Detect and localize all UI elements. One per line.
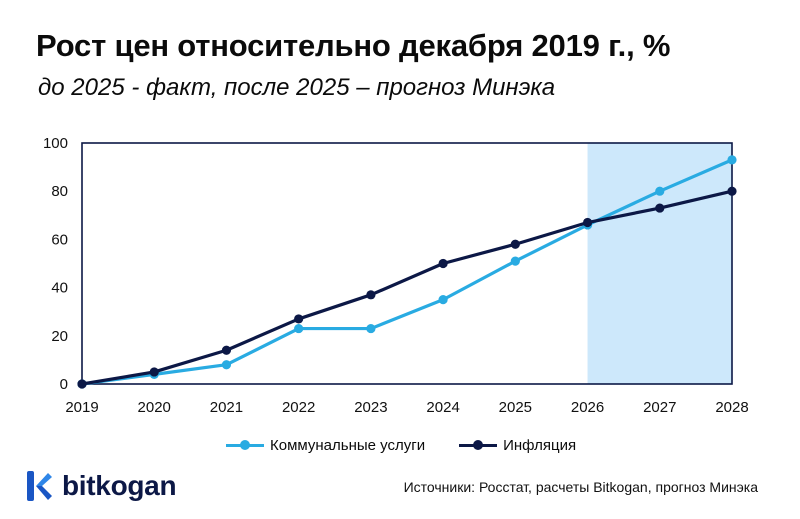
series-line-1 [81,189,733,386]
series-0-point-2023 [366,323,376,334]
x-tick-label-2026: 2026 [571,399,604,416]
forecast-shaded-area [587,143,732,384]
chart-subtitle: до 2025 - факт, после 2025 – прогноз Мин… [38,74,556,101]
series-1-point-2023 [366,290,376,300]
series-line-0 [81,158,733,386]
x-tick-label-2022: 2022 [282,399,315,416]
x-tick-label-2027: 2027 [643,399,676,416]
y-tick-label-100: 100 [43,135,68,152]
x-tick-label-2023: 2023 [354,399,387,416]
y-tick-label-80: 80 [51,183,68,200]
series-1-point-2019 [77,379,87,389]
series-0-point-2027 [655,186,665,196]
brand-logo: bitkogan [24,468,177,504]
x-tick-label-2019: 2019 [65,399,98,416]
x-tick-label-2028: 2028 [715,399,748,416]
legend-item-utilities: Коммунальные услуги [226,437,425,454]
series-1-point-2020 [149,367,159,377]
series-0-point-2022 [294,323,304,334]
series-1-point-2022 [294,314,304,324]
legend-swatch-inflation [459,438,498,452]
series-1-point-2028 [727,186,737,196]
y-tick-label-40: 40 [51,280,68,297]
y-tick-label-20: 20 [51,328,68,345]
x-tick-label-2020: 2020 [138,399,171,416]
series-1-point-2026 [582,217,593,228]
y-tick-label-60: 60 [51,231,68,248]
legend: Коммунальные услуги Инфляция [226,434,576,456]
series-0-point-2021 [221,360,232,370]
legend-label-utilities: Коммунальные услуги [270,436,426,454]
chart-title: Рост цен относительно декабря 2019 г., % [36,28,671,63]
legend-item-inflation: Инфляция [459,437,576,454]
series-1-point-2025 [510,239,520,249]
legend-swatch-utilities [226,438,264,452]
bitkogan-k-logo-icon [27,471,52,501]
series-1-point-2021 [221,345,232,355]
series-0-point-2025 [510,256,520,266]
logo-text: bitkogan [62,470,177,501]
series-0-point-2024 [438,295,448,305]
legend-label-inflation: Инфляция [503,436,577,454]
plot-frame [81,142,733,385]
x-tick-label-2021: 2021 [210,399,243,416]
series-1-point-2024 [438,258,448,269]
x-tick-label-2024: 2024 [426,399,459,416]
source-note: Источники: Росстат, расчеты Bitkogan, пр… [403,479,758,495]
series-1-point-2027 [655,203,665,213]
x-tick-label-2025: 2025 [499,399,532,416]
series-0-point-2028 [727,155,737,165]
y-tick-label-0: 0 [60,376,68,393]
